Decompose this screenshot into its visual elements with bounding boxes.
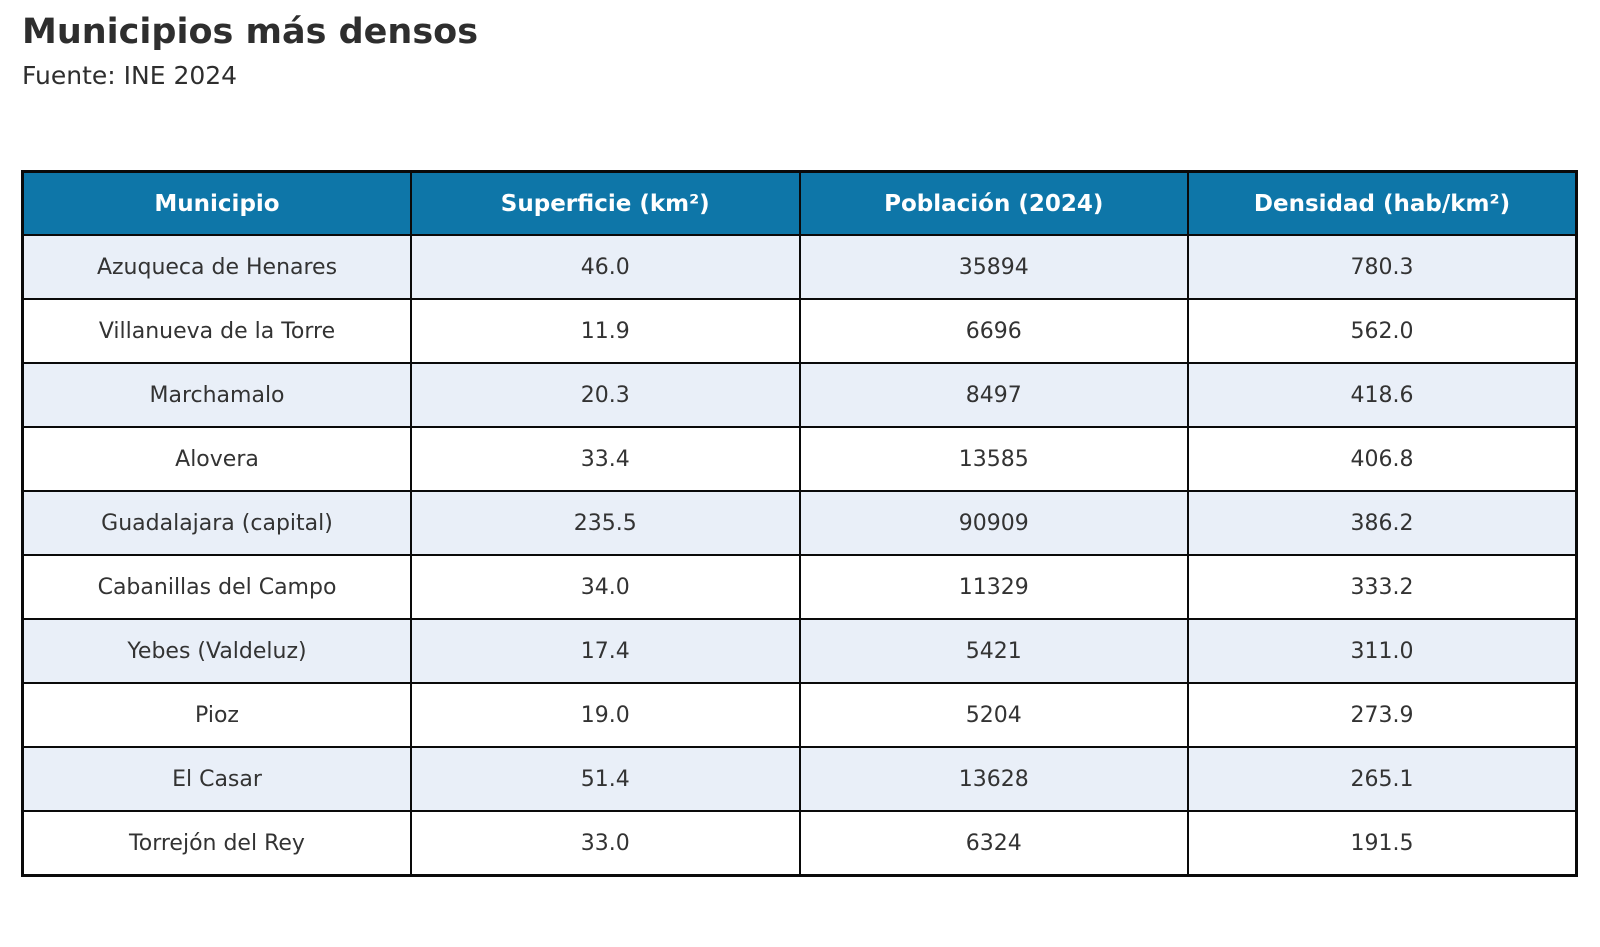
- cell-superficie: 235.5: [410, 490, 801, 556]
- table-row: Alovera 33.4 13585 406.8: [21, 426, 1578, 492]
- cell-municipio: Yebes (Valdeluz): [21, 618, 412, 684]
- cell-poblacion: 8497: [798, 362, 1189, 428]
- table-row: El Casar 51.4 13628 265.1: [21, 746, 1578, 812]
- cell-densidad: 333.2: [1187, 554, 1578, 620]
- cell-municipio: Azuqueca de Henares: [21, 234, 412, 300]
- cell-densidad: 273.9: [1187, 682, 1578, 748]
- table-row: Torrejón del Rey 33.0 6324 191.5: [21, 810, 1578, 877]
- cell-municipio: Marchamalo: [21, 362, 412, 428]
- densidad-table: Municipio Superficie (km²) Población (20…: [21, 170, 1578, 877]
- cell-municipio: El Casar: [21, 746, 412, 812]
- cell-superficie: 34.0: [410, 554, 801, 620]
- cell-superficie: 17.4: [410, 618, 801, 684]
- cell-densidad: 780.3: [1187, 234, 1578, 300]
- cell-densidad: 562.0: [1187, 298, 1578, 364]
- col-header-densidad: Densidad (hab/km²): [1187, 170, 1578, 236]
- cell-municipio: Guadalajara (capital): [21, 490, 412, 556]
- cell-municipio: Torrejón del Rey: [21, 810, 412, 877]
- cell-superficie: 20.3: [410, 362, 801, 428]
- cell-poblacion: 90909: [798, 490, 1189, 556]
- cell-superficie: 19.0: [410, 682, 801, 748]
- cell-superficie: 33.0: [410, 810, 801, 877]
- cell-poblacion: 6324: [798, 810, 1189, 877]
- page-header: Municipios más densos Fuente: INE 2024: [22, 12, 478, 90]
- col-header-poblacion: Población (2024): [798, 170, 1189, 236]
- cell-superficie: 51.4: [410, 746, 801, 812]
- cell-municipio: Villanueva de la Torre: [21, 298, 412, 364]
- cell-poblacion: 35894: [798, 234, 1189, 300]
- table-row: Marchamalo 20.3 8497 418.6: [21, 362, 1578, 428]
- cell-poblacion: 6696: [798, 298, 1189, 364]
- cell-poblacion: 5421: [798, 618, 1189, 684]
- table-row: Yebes (Valdeluz) 17.4 5421 311.0: [21, 618, 1578, 684]
- cell-densidad: 418.6: [1187, 362, 1578, 428]
- cell-densidad: 311.0: [1187, 618, 1578, 684]
- table-row: Villanueva de la Torre 11.9 6696 562.0: [21, 298, 1578, 364]
- header-row: Municipio Superficie (km²) Población (20…: [21, 170, 1578, 236]
- cell-superficie: 33.4: [410, 426, 801, 492]
- cell-municipio: Alovera: [21, 426, 412, 492]
- cell-poblacion: 13585: [798, 426, 1189, 492]
- cell-superficie: 46.0: [410, 234, 801, 300]
- cell-superficie: 11.9: [410, 298, 801, 364]
- cell-densidad: 386.2: [1187, 490, 1578, 556]
- col-header-superficie: Superficie (km²): [410, 170, 801, 236]
- cell-densidad: 265.1: [1187, 746, 1578, 812]
- cell-poblacion: 5204: [798, 682, 1189, 748]
- cell-poblacion: 13628: [798, 746, 1189, 812]
- col-header-municipio: Municipio: [21, 170, 412, 236]
- cell-densidad: 191.5: [1187, 810, 1578, 877]
- table-row: Guadalajara (capital) 235.5 90909 386.2: [21, 490, 1578, 556]
- table-row: Azuqueca de Henares 46.0 35894 780.3: [21, 234, 1578, 300]
- cell-densidad: 406.8: [1187, 426, 1578, 492]
- cell-poblacion: 11329: [798, 554, 1189, 620]
- table-row: Pioz 19.0 5204 273.9: [21, 682, 1578, 748]
- cell-municipio: Pioz: [21, 682, 412, 748]
- page-subtitle: Fuente: INE 2024: [22, 61, 238, 91]
- page-title: Municipios más densos: [22, 12, 479, 52]
- cell-municipio: Cabanillas del Campo: [21, 554, 412, 620]
- table-row: Cabanillas del Campo 34.0 11329 333.2: [21, 554, 1578, 620]
